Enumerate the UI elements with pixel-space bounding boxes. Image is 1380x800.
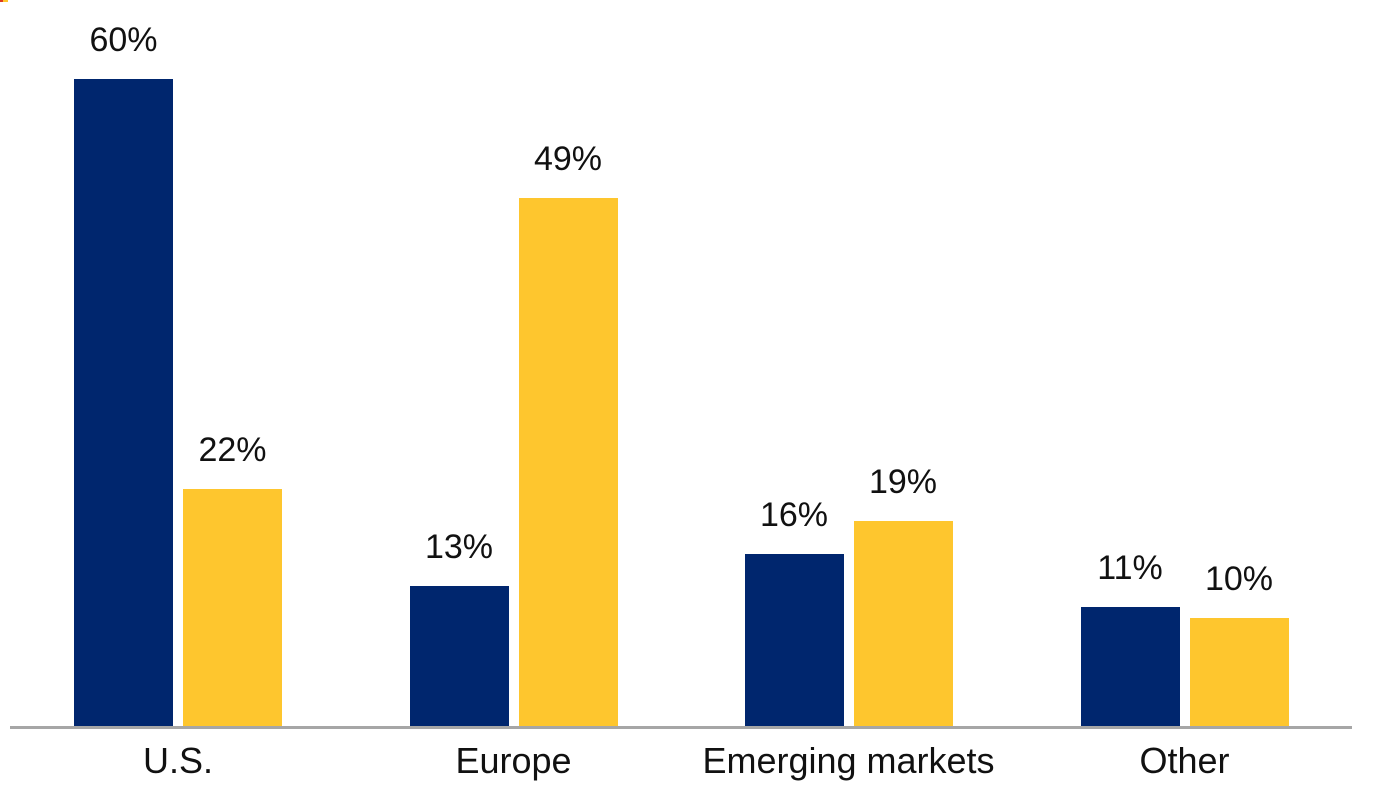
artifact-red-mark [0,0,3,2]
logo-fragment-artifact [0,0,8,2]
x-axis-line [10,726,1352,729]
bar-dark-navy-bars-2 [409,586,509,726]
value-label-dark-navy-bars-2: 13% [424,528,494,566]
value-label-gold-bars-3: 19% [868,463,938,501]
value-label-gold-bars-1: 22% [198,431,267,469]
bar-gold-bars-4 [1189,618,1289,726]
bar-dark-navy-bars-3 [744,554,844,726]
value-label-gold-bars-2: 49% [533,140,603,178]
bar-gold-bars-1 [183,489,282,726]
category-label-1: U.S. [142,740,214,781]
bar-gold-bars-2 [518,198,618,726]
bar-dark-navy-bars-4 [1080,607,1180,726]
category-label-3: Emerging markets [702,740,995,781]
value-label-gold-bars-4: 10% [1204,560,1274,598]
value-label-dark-navy-bars-4: 11% [1097,549,1163,587]
bar-dark-navy-bars-1 [74,79,173,726]
value-label-dark-navy-bars-1: 60% [89,21,158,59]
artifact-yellow-mark [3,0,8,2]
value-label-dark-navy-bars-3: 16% [759,496,829,534]
bar-gold-bars-3 [853,521,953,726]
category-label-4: Other [1139,740,1230,781]
category-label-2: Europe [455,740,572,781]
